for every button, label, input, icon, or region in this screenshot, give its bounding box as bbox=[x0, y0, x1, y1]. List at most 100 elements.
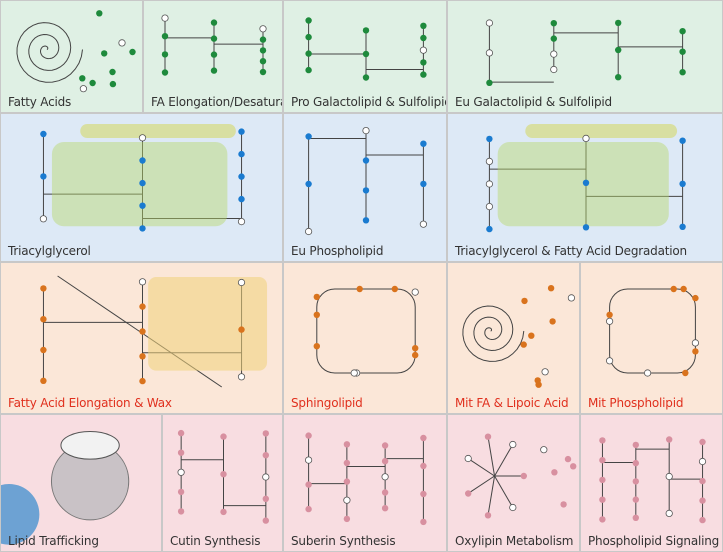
metabolite-node bbox=[485, 203, 494, 211]
pathway-panel-pro-galactolipid-sulfolipid[interactable]: Pro Galactolipid & Sulfolipid bbox=[283, 0, 447, 113]
metabolite-node bbox=[606, 311, 613, 318]
metabolite-nodes bbox=[485, 134, 686, 233]
metabolite-node bbox=[564, 455, 572, 463]
metabolite-node bbox=[381, 489, 389, 496]
metabolite-node bbox=[465, 490, 472, 497]
metabolite-node bbox=[237, 278, 246, 287]
metabolite-node bbox=[679, 69, 686, 76]
metabolite-node bbox=[40, 346, 47, 354]
loop-pathway-diagram bbox=[313, 285, 419, 377]
metabolite-nodes bbox=[485, 19, 686, 87]
metabolite-node bbox=[362, 157, 370, 164]
metabolite-node bbox=[420, 59, 427, 66]
pathway-panel-label: Fatty Acid Elongation & Wax bbox=[8, 396, 172, 410]
metabolite-node bbox=[139, 303, 146, 310]
metabolite-node bbox=[549, 318, 556, 325]
metabolite-nodes bbox=[605, 285, 700, 377]
metabolite-node bbox=[177, 468, 185, 476]
pathway-panel-fatty-acids[interactable]: Fatty Acids bbox=[0, 0, 143, 113]
metabolite-node bbox=[381, 473, 389, 481]
metabolite-node bbox=[118, 39, 126, 47]
metabolite-node bbox=[643, 369, 652, 377]
pathway-panel-fatty-acid-elongation-wax[interactable]: Fatty Acid Elongation & Wax bbox=[0, 262, 283, 414]
metabolite-node bbox=[362, 187, 370, 194]
metabolite-node bbox=[699, 477, 706, 485]
metabolite-node bbox=[177, 488, 185, 496]
metabolite-node bbox=[486, 225, 493, 233]
metabolite-node bbox=[679, 180, 686, 187]
pathway-panel-label: Triacylglycerol bbox=[8, 244, 91, 258]
metabolite-node bbox=[692, 294, 699, 302]
spiral-pathway-diagram bbox=[462, 285, 576, 388]
pathway-panel-eu-phospholipid[interactable]: Eu Phospholipid bbox=[283, 113, 447, 262]
metabolite-node bbox=[220, 471, 227, 478]
pathway-panel-label: Mit Phospholipid bbox=[588, 396, 684, 410]
metabolite-nodes bbox=[464, 433, 577, 519]
loop-line bbox=[316, 288, 416, 374]
pathway-panel-label: Lipid Trafficking bbox=[8, 534, 99, 548]
spiral-pathway-diagram bbox=[16, 10, 136, 93]
metabolite-node bbox=[238, 150, 245, 158]
loop-line bbox=[609, 288, 696, 374]
metabolite-node bbox=[391, 285, 398, 293]
branch-pathway-diagram bbox=[161, 14, 267, 76]
metabolite-node bbox=[520, 472, 527, 480]
metabolite-node bbox=[665, 472, 673, 481]
metabolite-node bbox=[305, 33, 312, 41]
pathway-panel-label: Oxylipin Metabolism bbox=[455, 534, 574, 548]
metabolite-node bbox=[666, 436, 673, 443]
membrane-shape bbox=[525, 124, 678, 138]
metabolite-node bbox=[420, 180, 427, 188]
pathway-panel-triacylglycerol[interactable]: Triacylglycerol bbox=[0, 113, 283, 262]
metabolite-node bbox=[599, 457, 606, 464]
grid-pathway-diagram bbox=[304, 127, 427, 236]
pathway-panel-suberin-synthesis[interactable]: Suberin Synthesis bbox=[283, 414, 447, 552]
metabolite-node bbox=[420, 71, 427, 78]
metabolite-node bbox=[699, 497, 706, 504]
pathway-panel-sphingolipid[interactable]: Sphingolipid bbox=[283, 262, 447, 414]
metabolite-node bbox=[343, 496, 351, 504]
metabolite-node bbox=[420, 518, 427, 526]
metabolite-node bbox=[665, 509, 673, 518]
metabolite-node bbox=[599, 496, 606, 503]
metabolite-node bbox=[40, 377, 47, 384]
metabolite-node bbox=[699, 438, 706, 446]
pathway-panel-eu-galactolipid-sulfolipid[interactable]: Eu Galactolipid & Sulfolipid bbox=[447, 0, 723, 113]
metabolite-node bbox=[567, 294, 576, 302]
metabolite-node bbox=[259, 58, 267, 65]
pathway-panel-oxylipin-metabolism[interactable]: Oxylipin Metabolism bbox=[447, 414, 580, 552]
metabolite-node bbox=[210, 19, 218, 26]
metabolite-node bbox=[485, 180, 494, 188]
metabolite-node bbox=[484, 512, 492, 519]
metabolite-node bbox=[411, 288, 419, 296]
metabolite-node bbox=[350, 369, 358, 377]
metabolite-node bbox=[313, 293, 320, 301]
pathway-panel-triacylglycerol-fatty-acid-degradation[interactable]: Triacylglycerol & Fatty Acid Degradation bbox=[447, 113, 723, 262]
metabolite-node bbox=[521, 297, 528, 305]
metabolite-node bbox=[632, 441, 639, 449]
metabolite-node bbox=[570, 463, 577, 470]
metabolite-node bbox=[40, 285, 47, 292]
pathway-panel-label: Cutin Synthesis bbox=[170, 534, 261, 548]
metabolite-node bbox=[486, 135, 493, 143]
metabolite-node bbox=[305, 17, 312, 24]
metabolite-node bbox=[485, 49, 494, 57]
pathway-panel-fa-elongation-desaturation[interactable]: FA Elongation/Desaturation bbox=[143, 0, 283, 113]
pathway-panel-mit-fa-lipoic-acid[interactable]: Mit FA & Lipoic Acid bbox=[447, 262, 580, 414]
metabolite-node bbox=[520, 341, 527, 348]
metabolite-node bbox=[599, 437, 606, 444]
metabolite-node bbox=[177, 508, 185, 515]
metabolite-node bbox=[238, 195, 245, 203]
pathway-panel-mit-phospholipid[interactable]: Mit Phospholipid bbox=[580, 262, 723, 414]
pathway-panel-cutin-synthesis[interactable]: Cutin Synthesis bbox=[162, 414, 283, 552]
star-pathway-diagram bbox=[464, 433, 577, 519]
pathway-panel-phospholipid-signaling[interactable]: Phospholipid Signaling bbox=[580, 414, 723, 552]
metabolite-node bbox=[139, 353, 146, 360]
pathway-panel-lipid-trafficking[interactable]: Lipid Trafficking bbox=[0, 414, 162, 552]
metabolite-node bbox=[362, 217, 370, 224]
metabolite-nodes bbox=[520, 285, 576, 388]
metabolite-node bbox=[177, 449, 185, 456]
compartment-shape bbox=[148, 277, 268, 371]
metabolite-nodes bbox=[304, 127, 427, 236]
